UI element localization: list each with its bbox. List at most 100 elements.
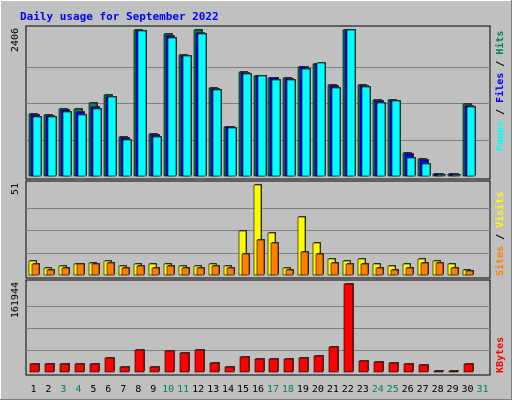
bar-sites-day-23 — [360, 263, 369, 276]
bar-pages-day-18 — [286, 79, 296, 177]
bar-sites-day-8 — [136, 265, 145, 276]
bar-shadow — [435, 370, 444, 371]
bar-sites-day-16 — [256, 239, 265, 276]
bar-kbytes-day-5 — [89, 363, 100, 373]
x-label-day-27: 27 — [417, 384, 429, 395]
bar-sites-day-1 — [31, 263, 40, 276]
bar-pages-day-21 — [331, 87, 341, 177]
bar-kbytes-day-10 — [164, 350, 175, 373]
bar-pages-day-11 — [182, 55, 192, 177]
bar-kbytes-day-21 — [328, 346, 339, 373]
x-label-day-9: 9 — [150, 384, 156, 395]
bar-pages-day-2 — [47, 116, 57, 177]
bar-pages-day-8 — [137, 30, 147, 177]
bar-sites-day-9 — [151, 267, 160, 276]
legend-entry-sites: Sites — [494, 246, 506, 276]
bar-pages-day-22 — [346, 29, 356, 177]
bar-sites-day-12 — [196, 267, 205, 276]
bar-kbytes-day-27 — [418, 364, 429, 373]
bar-pages-day-19 — [301, 68, 311, 177]
bar-sites-day-28 — [435, 262, 444, 276]
bar-sites-day-13 — [211, 265, 220, 276]
bar-sites-day-24 — [375, 267, 384, 276]
bar-kbytes-day-29 — [448, 370, 459, 373]
x-label-day-8: 8 — [135, 384, 141, 395]
bar-kbytes-day-16 — [254, 358, 265, 373]
bar-sites-day-6 — [106, 262, 115, 276]
x-label-day-21: 21 — [327, 384, 339, 395]
x-label-day-26: 26 — [402, 384, 414, 395]
bar-shadow — [450, 370, 459, 371]
legend-visits-sites: Sites / Visits — [494, 192, 506, 276]
bar-kbytes-day-11 — [179, 352, 190, 373]
x-label-day-20: 20 — [312, 384, 324, 395]
bar-pages-day-29 — [451, 174, 461, 177]
bar-pages-day-13 — [212, 89, 222, 177]
bar-sites-day-10 — [166, 265, 175, 276]
x-axis-labels: 1 2 3 4 5 6 7 8 9 10 11 12 13 14 15 16 17 18 19 20 21 22 23 24 2… — [30, 384, 488, 395]
bar-pages-day-26 — [406, 157, 416, 177]
x-label-day-14: 14 — [222, 384, 234, 395]
bar-pages-day-3 — [62, 111, 72, 177]
panel-hits: 2406 — [10, 25, 491, 180]
bar-pages-day-30 — [466, 106, 476, 177]
bar-pages-day-23 — [361, 86, 371, 177]
bar-pages-day-25 — [391, 100, 401, 177]
x-label-day-28: 28 — [432, 384, 444, 395]
bar-pages-day-10 — [167, 37, 177, 177]
x-label-day-31: 31 — [476, 384, 488, 395]
x-label-day-29: 29 — [447, 384, 459, 395]
x-label-day-24: 24 — [372, 384, 384, 395]
bar-pages-day-5 — [92, 108, 102, 177]
chart-panels: 2406 51 161944 — [10, 25, 491, 376]
bar-kbytes-day-15 — [239, 356, 250, 373]
legend-entry-pages: Pages — [495, 121, 506, 151]
bar-kbytes-day-23 — [358, 360, 369, 373]
x-label-day-11: 11 — [177, 384, 189, 395]
bar-sites-day-25 — [390, 269, 399, 276]
x-label-day-10: 10 — [162, 384, 174, 395]
bar-sites-day-19 — [300, 251, 309, 276]
bar-sites-day-4 — [76, 263, 85, 276]
bar-sites-day-5 — [91, 263, 100, 276]
bar-sites-day-27 — [420, 262, 429, 276]
panel-kbytes-ymax-label: 161944 — [10, 282, 21, 318]
bar-pages-day-15 — [242, 73, 252, 177]
bar-pages-day-28 — [436, 174, 446, 177]
bar-kbytes-day-18 — [283, 358, 294, 373]
panel-visits-ymax-label: 51 — [10, 183, 21, 195]
bar-kbytes-day-26 — [403, 363, 414, 373]
legend-entry-files: Files — [494, 73, 506, 103]
bar-kbytes-day-13 — [209, 362, 220, 373]
bar-kbytes-day-17 — [268, 358, 279, 373]
x-label-day-4: 4 — [75, 384, 81, 395]
bar-kbytes-day-24 — [373, 361, 384, 373]
legend-entry-visits: Visits — [494, 192, 506, 228]
bar-kbytes-day-28 — [433, 370, 444, 373]
bar-kbytes-day-20 — [313, 355, 324, 373]
bar-sites-day-2 — [46, 269, 55, 276]
bar-kbytes-day-9 — [149, 366, 160, 373]
bar-pages-day-9 — [152, 136, 162, 177]
chart-title: Daily usage for September 2022 — [20, 10, 219, 23]
legend-entry-kbytes: KBytes — [495, 337, 506, 373]
x-label-day-6: 6 — [105, 384, 111, 395]
bar-pages-day-14 — [227, 127, 237, 177]
bar-sites-day-15 — [241, 253, 250, 276]
legend-hits-files-pages: Pages / Files / Hits — [494, 31, 506, 151]
bar-sites-day-22 — [345, 263, 354, 276]
bar-kbytes-day-19 — [298, 357, 309, 373]
x-label-day-7: 7 — [120, 384, 126, 395]
x-label-day-25: 25 — [387, 384, 399, 395]
bar-sites-day-18 — [285, 269, 294, 276]
bar-sites-day-30 — [465, 270, 474, 276]
bar-sites-day-20 — [315, 253, 324, 276]
bar-pages-day-17 — [271, 79, 281, 177]
bar-kbytes-day-6 — [104, 357, 115, 373]
bar-sites-day-29 — [450, 267, 459, 276]
bar-kbytes-day-1 — [29, 363, 40, 373]
x-label-day-1: 1 — [30, 384, 36, 395]
bar-pages-day-6 — [107, 96, 117, 177]
bar-pages-day-24 — [376, 102, 386, 177]
